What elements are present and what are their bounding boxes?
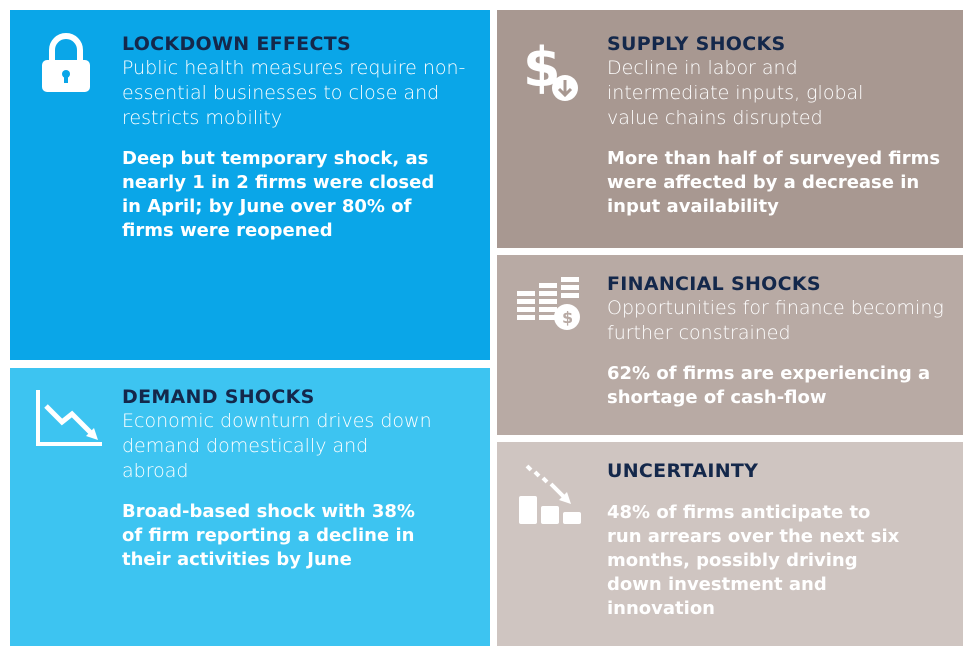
panel-title: SUPPLY SHOCKS xyxy=(607,33,786,55)
panel-highlight: Broad-based shock with 38% of firm repor… xyxy=(122,501,415,570)
chart-down-icon xyxy=(36,390,102,446)
panel-supply: $ SUPPLY SHOCKS Decline in labor and int… xyxy=(497,10,963,248)
lock-icon xyxy=(42,33,90,92)
panel-description: Economic downturn drives down demand dom… xyxy=(122,410,432,482)
panel-lockdown: LOCKDOWN EFFECTS Public health measures … xyxy=(10,10,490,360)
panel-highlight: More than half of surveyed firms were af… xyxy=(607,148,941,217)
panel-financial: $ FINANCIAL SHOCKS Opportunities for fin… xyxy=(497,255,963,435)
panel-title: DEMAND SHOCKS xyxy=(122,386,315,408)
svg-text:$: $ xyxy=(562,308,573,327)
panel-highlight: 48% of firms anticipate to run arrears o… xyxy=(607,502,900,619)
uncertainty-icon xyxy=(519,464,581,524)
panel-title: UNCERTAINTY xyxy=(607,460,759,482)
panel-demand: DEMAND SHOCKS Economic downturn drives d… xyxy=(10,368,490,646)
panel-description: Public health measures require non-essen… xyxy=(122,57,466,129)
dollar-down-icon: $ xyxy=(523,38,578,101)
panel-highlight: Deep but temporary shock, as nearly 1 in… xyxy=(122,148,435,241)
panel-description: Opportunities for finance becoming furth… xyxy=(607,297,944,344)
panel-description: Decline in labor and intermediate inputs… xyxy=(607,57,864,129)
panel-highlight: 62% of firms are experiencing a shortage… xyxy=(607,363,931,408)
panel-title: LOCKDOWN EFFECTS xyxy=(122,33,351,55)
coins-icon: $ xyxy=(517,277,580,330)
panel-uncertainty: UNCERTAINTY 48% of firms anticipate to r… xyxy=(497,442,963,646)
panel-title: FINANCIAL SHOCKS xyxy=(607,273,821,295)
